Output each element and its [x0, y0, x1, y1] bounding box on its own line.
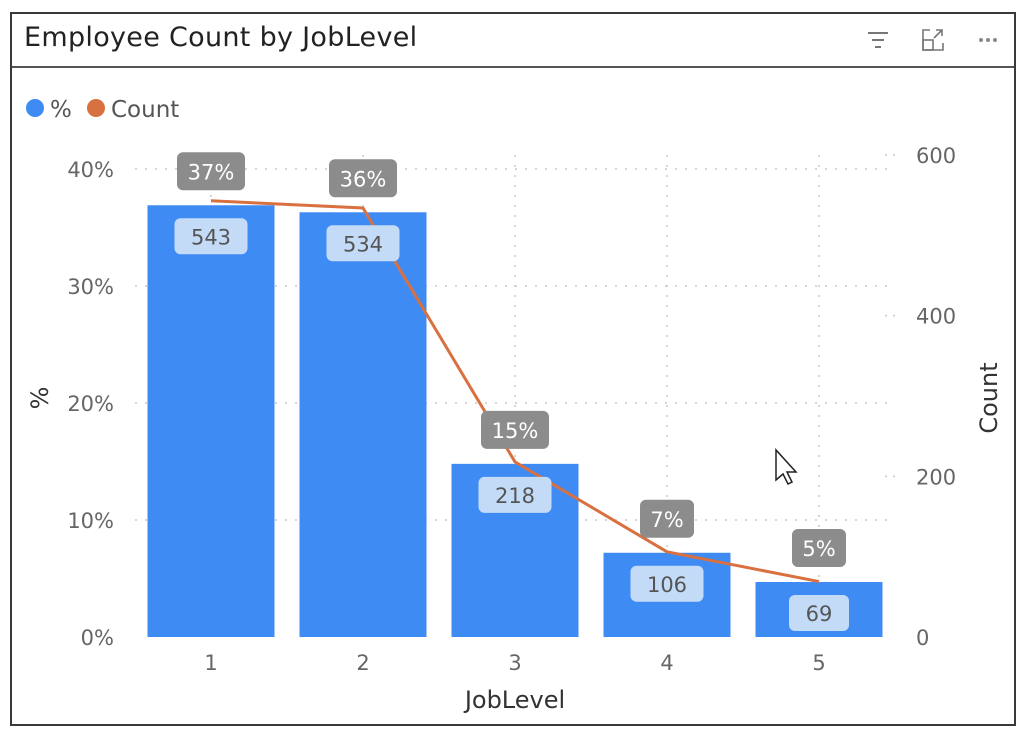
pct-label-box: [481, 410, 549, 449]
count-label-box: [630, 565, 704, 602]
bar: [147, 205, 275, 637]
legend-marker-count: [87, 99, 105, 117]
x-tick-label: 4: [660, 651, 673, 675]
count-label: 106: [647, 573, 687, 597]
x-tick-label: 1: [204, 651, 217, 675]
visual-title: Employee Count by JobLevel: [24, 22, 418, 53]
pct-label: 5%: [802, 537, 835, 561]
data-labels: 37% 543 36% 534 15% 218 7% 106 5% 69: [174, 152, 849, 632]
y2-tick-label: 600: [916, 144, 956, 168]
pct-label: 7%: [650, 508, 683, 532]
legend-label-count: Count: [111, 97, 179, 123]
pct-label-box: [329, 159, 397, 198]
count-label: 69: [806, 602, 833, 626]
y2-tick-label: 400: [916, 305, 956, 329]
y-tick-label: 0%: [81, 626, 114, 650]
legend-label-pct: %: [50, 97, 72, 123]
pct-label-box: [792, 529, 846, 568]
legend: % Count: [26, 97, 179, 123]
legend-marker-pct: [26, 99, 44, 117]
pct-label: 36%: [340, 167, 387, 191]
axes: 0% 10% 20% 30% 40% 0 200 400 600 1 2 3 4 5 JobLevel% Co…: [26, 144, 1003, 714]
y2-axis-title: Count: [975, 362, 1003, 433]
y-tick-label: 40%: [67, 158, 114, 182]
filter-icon[interactable]: [864, 28, 892, 52]
focus-mode-icon[interactable]: [918, 28, 946, 52]
pct-label-box: [640, 499, 694, 538]
count-label-box: [789, 595, 849, 632]
count-label: 218: [495, 484, 535, 508]
more-options-icon[interactable]: [975, 28, 1003, 52]
count-label: 543: [191, 225, 231, 249]
y-tick-label: 20%: [67, 392, 114, 416]
y-tick-label: 30%: [67, 275, 114, 299]
pct-label-box: [177, 152, 245, 191]
count-label-box: [326, 225, 400, 262]
x-axis-title: JobLevel: [463, 686, 565, 714]
count-line: [210, 199, 820, 584]
pct-label: 15%: [492, 419, 539, 443]
y-tick-label: 10%: [67, 509, 114, 533]
y2-tick-label: 200: [916, 465, 956, 489]
y2-tick-label: 0: [916, 626, 929, 650]
count-label-box: [478, 476, 552, 513]
pct-label: 37%: [188, 160, 235, 184]
y-axis-title: %: [26, 387, 54, 410]
count-line-path: [210, 199, 820, 584]
x-tick-label: 5: [812, 651, 825, 675]
x-tick-label: 3: [508, 651, 521, 675]
x-tick-label: 2: [356, 651, 369, 675]
count-label-box: [174, 218, 248, 255]
visual-header: Employee Count by JobLevel: [12, 14, 1014, 68]
bar: [299, 212, 427, 638]
count-label: 534: [343, 232, 383, 256]
cursor-icon: [775, 448, 798, 486]
